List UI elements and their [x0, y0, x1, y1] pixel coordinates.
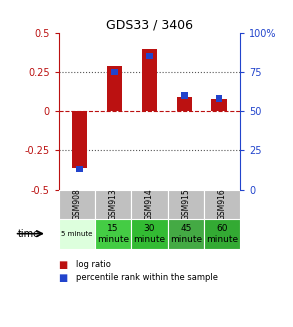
Text: 15
minute: 15 minute [97, 224, 129, 244]
Bar [111, 69, 118, 75]
Bar [95, 190, 131, 219]
Bar [181, 92, 188, 99]
Text: percentile rank within the sample: percentile rank within the sample [76, 273, 218, 283]
Bar [142, 49, 157, 111]
Text: 45
minute: 45 minute [170, 224, 202, 244]
Title: GDS33 / 3406: GDS33 / 3406 [106, 19, 193, 31]
Bar [131, 190, 168, 219]
Bar [216, 95, 222, 102]
Bar [204, 190, 240, 219]
Text: GSM908: GSM908 [72, 188, 81, 220]
Text: time: time [18, 229, 40, 239]
Text: GSM915: GSM915 [181, 188, 190, 220]
Bar [204, 219, 240, 249]
Text: GSM916: GSM916 [218, 188, 226, 220]
Text: log ratio: log ratio [76, 260, 111, 269]
Bar [72, 111, 87, 168]
Bar [212, 99, 227, 111]
Bar [146, 53, 153, 60]
Text: GSM913: GSM913 [109, 188, 117, 220]
Bar [176, 97, 192, 111]
Text: 30
minute: 30 minute [133, 224, 166, 244]
Bar [59, 190, 95, 219]
Bar [168, 190, 204, 219]
Text: ■: ■ [59, 273, 68, 283]
Bar [168, 219, 204, 249]
Bar [95, 219, 131, 249]
Text: GSM914: GSM914 [145, 188, 154, 220]
Bar [131, 219, 168, 249]
Text: 60
minute: 60 minute [206, 224, 238, 244]
Bar [59, 219, 95, 249]
Text: 5 minute: 5 minute [61, 231, 93, 237]
Bar [107, 66, 122, 111]
Bar [76, 166, 83, 172]
Text: ■: ■ [59, 260, 68, 270]
